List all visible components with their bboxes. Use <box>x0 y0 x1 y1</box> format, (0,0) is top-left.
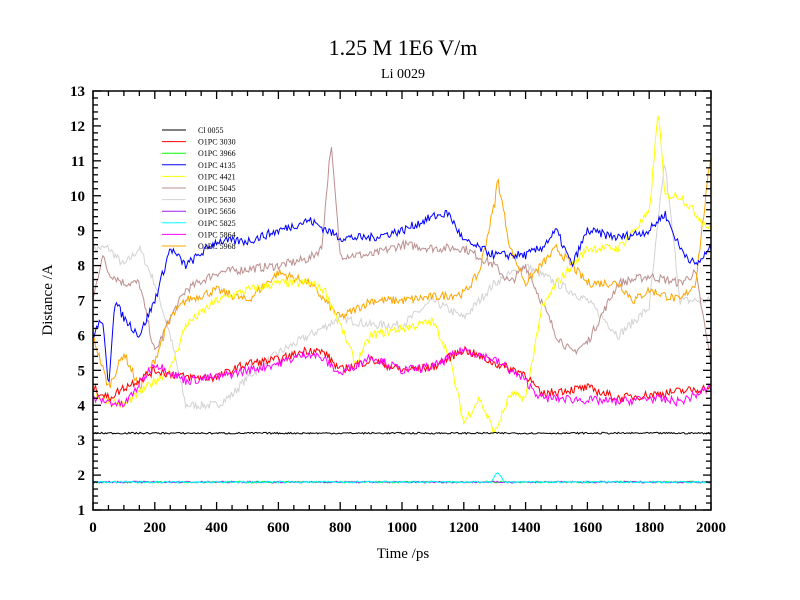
y-tick-label: 11 <box>71 154 85 170</box>
x-tick-label: 200 <box>144 520 167 536</box>
series-group <box>92 115 712 484</box>
y-tick-label: 3 <box>78 433 86 449</box>
legend-label: O1PC 4135 <box>198 161 236 170</box>
x-tick-label: 1200 <box>449 520 479 536</box>
series-line-o1pc-5045 <box>92 147 712 367</box>
chart-subtitle: Li 0029 <box>381 67 425 82</box>
x-tick-label: 600 <box>267 520 290 536</box>
y-tick-label: 10 <box>70 189 85 205</box>
series-line-o1pc-3030 <box>92 345 712 404</box>
legend-label: O1PC 3966 <box>198 149 236 158</box>
legend: Cl 0055 O1PC 3030 O1PC 3966 O1PC 4135 O1PC 4… <box>162 126 236 251</box>
series-line-o1pc-4421 <box>92 115 712 435</box>
chart-title: 1.25 M 1E6 V/m <box>329 35 478 60</box>
legend-label: O1PC 5825 <box>198 219 236 228</box>
y-tick-label: 1 <box>78 503 86 519</box>
series-line-o1pc-5968 <box>92 156 712 390</box>
legend-label: O1PC 5630 <box>198 196 236 205</box>
x-tick-label: 400 <box>205 520 228 536</box>
legend-label: O1PC 5656 <box>198 207 236 216</box>
legend-label: O1PC 5968 <box>198 242 236 251</box>
x-tick-label: 0 <box>89 520 97 536</box>
legend-label: O1PC 4421 <box>198 172 236 181</box>
legend-label: Cl 0055 <box>198 126 224 135</box>
y-tick-label: 4 <box>78 398 86 414</box>
x-tick-label: 1000 <box>387 520 417 536</box>
legend-label: O1PC 5864 <box>198 230 236 239</box>
x-tick-label: 1600 <box>572 520 602 536</box>
series-line-o1pc-5825 <box>92 472 712 484</box>
x-tick-label: 1800 <box>634 520 664 536</box>
y-tick-label: 12 <box>70 119 85 135</box>
series-line-o1pc-4135 <box>92 209 712 384</box>
x-tick-label: 1400 <box>511 520 541 536</box>
x-tick-label: 800 <box>329 520 352 536</box>
y-tick-label: 6 <box>78 328 86 344</box>
series-line-cl-0055 <box>92 431 712 435</box>
x-axis-label: Time /ps <box>377 546 430 562</box>
y-tick-label: 7 <box>78 294 86 310</box>
y-axis-label: Distance /A <box>40 264 56 335</box>
y-tick-label: 5 <box>78 363 86 379</box>
y-tick-label: 13 <box>70 84 85 100</box>
legend-label: O1PC 5045 <box>198 184 236 193</box>
series-line-o1pc-5864 <box>92 347 712 408</box>
x-tick-label: 2000 <box>696 520 726 536</box>
legend-label: O1PC 3030 <box>198 138 236 147</box>
axes: 0 200 400 600 800 1000 1200 1400 1600 1800 2000123… <box>70 84 726 536</box>
y-tick-label: 8 <box>78 259 86 275</box>
y-tick-label: 9 <box>78 224 86 240</box>
y-tick-label: 2 <box>78 468 86 484</box>
